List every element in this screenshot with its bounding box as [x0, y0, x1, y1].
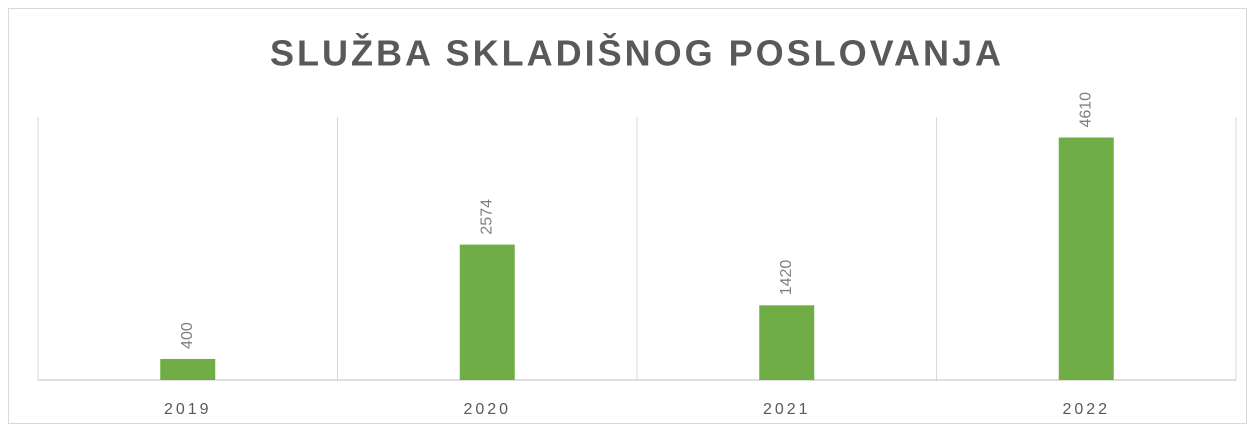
bar: [1058, 137, 1114, 380]
x-tick-label: 2022: [1062, 401, 1110, 418]
data-label: 4610: [1077, 92, 1094, 128]
x-tick-label: 2019: [164, 401, 212, 418]
bar: [759, 305, 815, 380]
data-label: 400: [179, 322, 196, 349]
bar: [160, 358, 216, 380]
x-tick-label: 2021: [763, 401, 811, 418]
x-tick-label: 2020: [463, 401, 511, 418]
chart-border: [8, 8, 1247, 424]
data-label: 1420: [778, 260, 795, 296]
data-label: 2574: [478, 199, 495, 235]
chart-title: SLUŽBA SKLADIŠNOG POSLOVANJA: [270, 32, 1004, 74]
bar: [459, 244, 515, 380]
